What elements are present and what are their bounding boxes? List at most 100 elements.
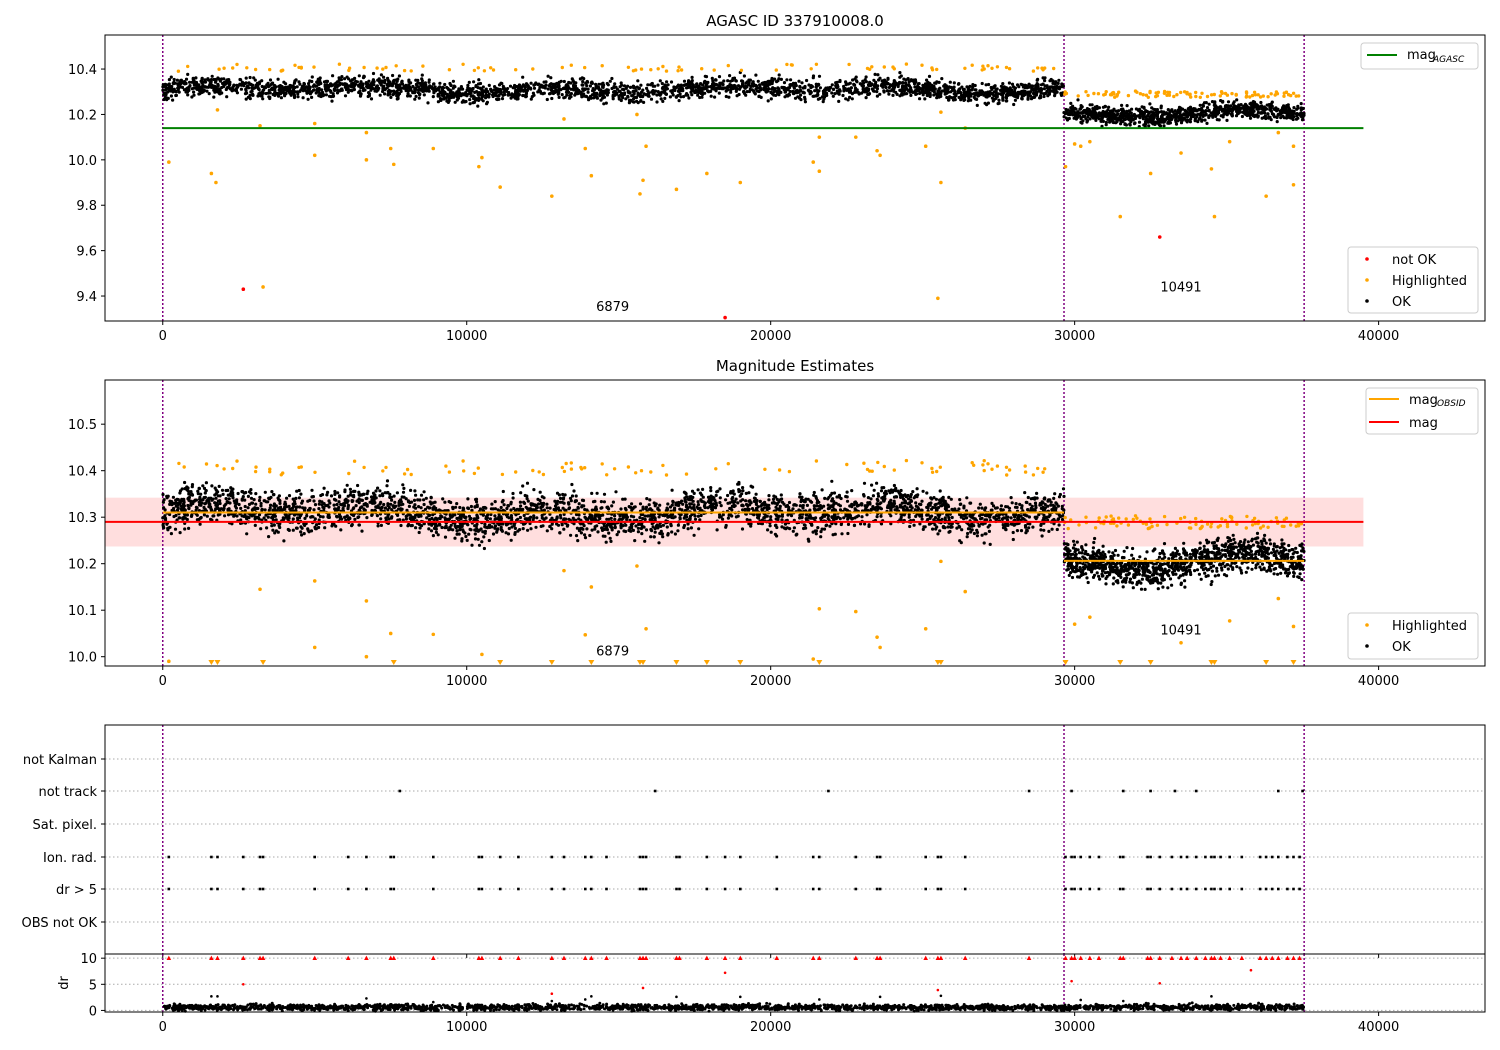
- ok-point: [560, 93, 564, 97]
- ok-point: [404, 517, 408, 521]
- ok-point: [831, 94, 835, 98]
- ok-point: [221, 492, 225, 496]
- ok-point: [500, 81, 504, 86]
- ok-point: [324, 93, 328, 97]
- ok-point: [1243, 104, 1247, 108]
- highlighted-point: [790, 63, 794, 67]
- ok-point: [497, 97, 501, 101]
- ok-point: [169, 532, 173, 536]
- ok-point: [844, 97, 848, 101]
- ok-point: [861, 87, 865, 91]
- ok-point: [1055, 90, 1059, 94]
- ok-point: [252, 86, 256, 90]
- ok-point: [447, 88, 452, 92]
- ok-point: [664, 92, 668, 96]
- ok-point: [999, 84, 1004, 88]
- ok-point: [924, 88, 928, 92]
- highlighted-point: [1146, 95, 1151, 100]
- highlighted-point: [882, 65, 886, 69]
- ok-point: [665, 80, 669, 84]
- ok-point: [161, 88, 165, 92]
- ok-point: [310, 75, 314, 79]
- ok-point: [223, 82, 227, 86]
- ok-point: [798, 504, 802, 508]
- y-tick-label: 10.4: [68, 63, 97, 78]
- ok-point: [373, 89, 377, 93]
- ok-point: [846, 98, 850, 102]
- ok-point: [1136, 114, 1140, 118]
- highlighted-point: [990, 66, 994, 71]
- ok-point: [1058, 85, 1062, 89]
- ok-point: [298, 89, 302, 93]
- ok-point: [585, 80, 590, 84]
- ok-point: [1218, 105, 1222, 109]
- ok-point: [236, 84, 240, 88]
- ok-point: [630, 502, 634, 506]
- ok-point: [353, 517, 357, 522]
- ok-point: [656, 83, 660, 87]
- ok-point: [315, 84, 319, 88]
- ok-point: [1054, 501, 1058, 505]
- ok-point: [508, 84, 513, 88]
- ok-point: [602, 492, 607, 496]
- highlighted-point: [1264, 194, 1268, 198]
- ok-point: [1270, 112, 1274, 116]
- highlighted-point: [1135, 90, 1139, 94]
- highlighted-point: [461, 62, 465, 66]
- ok-point: [1179, 121, 1184, 125]
- legend-label: Highlighted: [1392, 274, 1467, 289]
- ok-point: [477, 78, 481, 82]
- ok-point: [239, 78, 243, 82]
- ok-point: [690, 87, 695, 91]
- ok-point: [1212, 110, 1216, 114]
- ok-point: [595, 491, 599, 495]
- ok-point: [413, 90, 417, 94]
- ok-point: [468, 102, 472, 106]
- ok-point: [1260, 104, 1264, 108]
- ok-point: [273, 84, 277, 88]
- ok-point: [392, 92, 396, 96]
- ok-point: [1176, 119, 1180, 123]
- ok-point: [567, 81, 572, 85]
- ok-point: [966, 527, 971, 531]
- ok-point: [366, 86, 370, 90]
- ok-point: [1014, 502, 1018, 506]
- ok-point: [414, 94, 418, 98]
- highlighted-point: [312, 121, 317, 126]
- ok-point: [548, 506, 552, 510]
- ok-point: [761, 81, 765, 85]
- ok-point: [1201, 109, 1205, 114]
- ok-point: [1037, 87, 1041, 91]
- highlighted-point: [1188, 93, 1192, 97]
- ok-point: [758, 84, 762, 88]
- ok-point: [906, 77, 910, 81]
- highlighted-point: [1282, 94, 1286, 98]
- highlighted-point: [421, 64, 425, 68]
- ok-point: [1150, 106, 1154, 110]
- ok-point: [610, 504, 614, 508]
- ok-point: [975, 97, 979, 101]
- highlighted-point: [1276, 130, 1281, 135]
- ok-point: [769, 97, 773, 101]
- highlighted-point: [1227, 139, 1232, 144]
- ok-point: [516, 92, 520, 96]
- ok-point: [754, 83, 758, 88]
- ok-point: [1201, 103, 1205, 107]
- highlighted-point: [1291, 183, 1296, 187]
- ok-point: [627, 101, 632, 105]
- ok-point: [1147, 124, 1151, 128]
- ok-point: [937, 80, 941, 84]
- ok-point: [1292, 111, 1296, 116]
- ok-point: [1026, 93, 1030, 97]
- ok-point: [232, 83, 236, 87]
- ok-point: [341, 82, 345, 86]
- ok-point: [559, 88, 563, 92]
- ok-point: [864, 96, 868, 100]
- ok-point: [299, 492, 303, 496]
- ok-point: [652, 535, 656, 539]
- ok-point: [579, 90, 583, 94]
- highlighted-point: [1141, 93, 1145, 97]
- ok-point: [310, 95, 314, 99]
- ok-point: [598, 91, 603, 95]
- ok-point: [615, 533, 619, 537]
